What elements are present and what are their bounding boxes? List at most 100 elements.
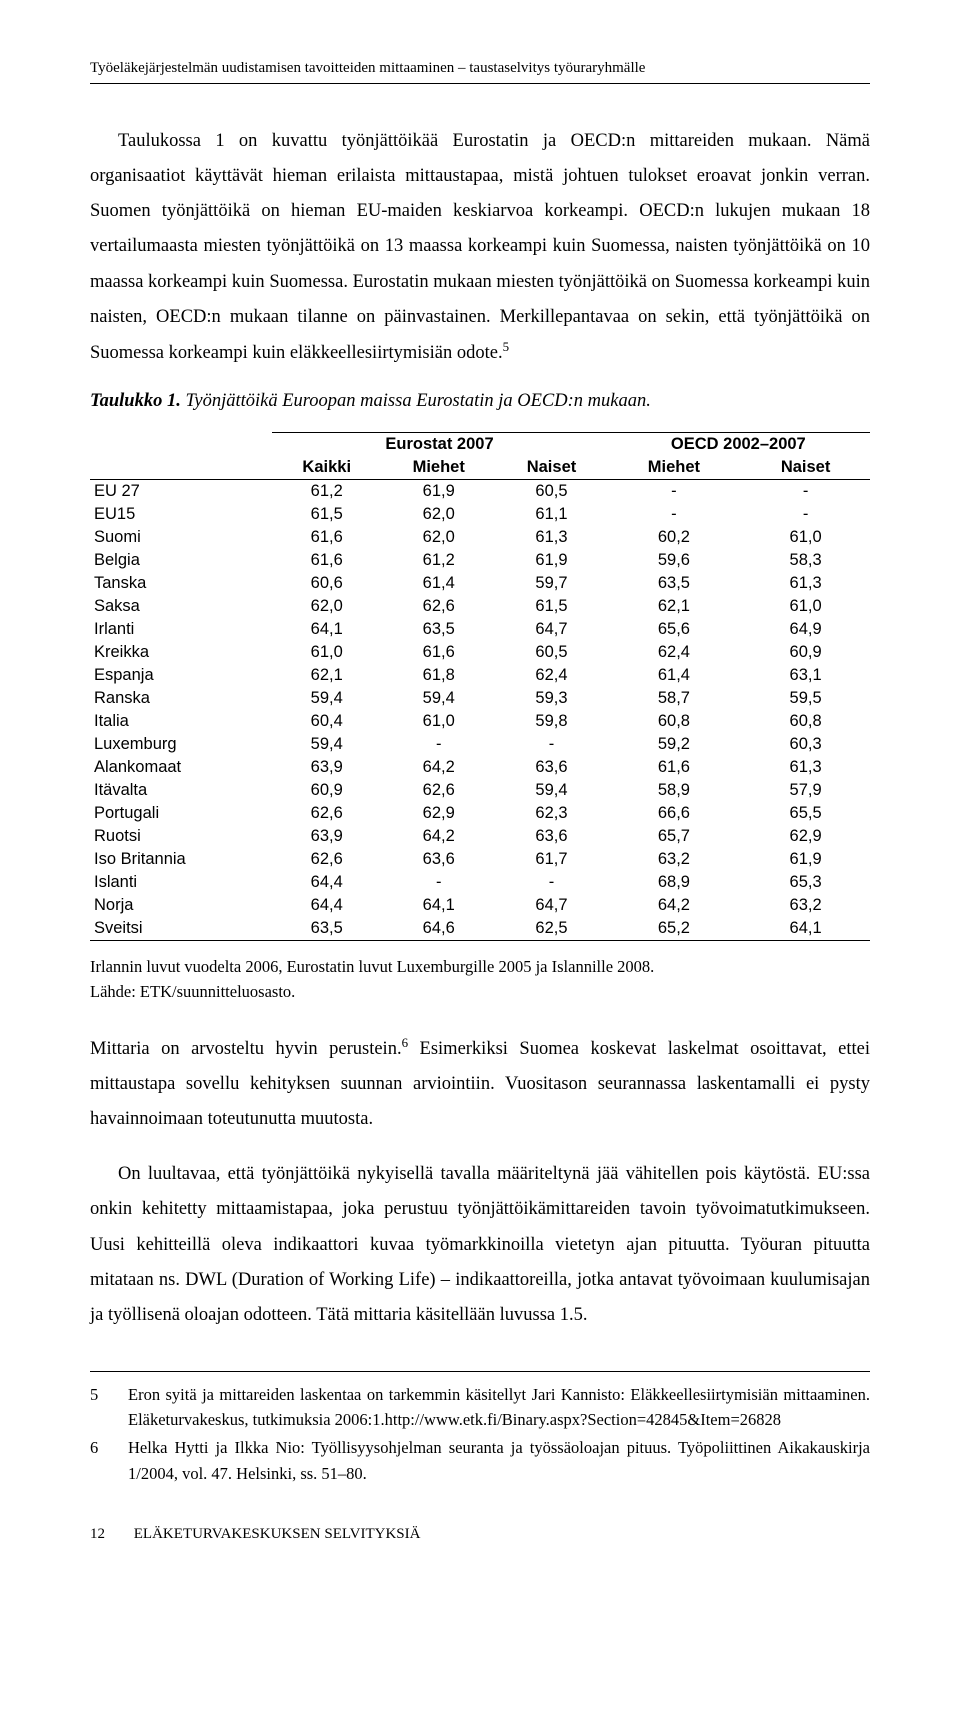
- table-cell: 60,5: [496, 641, 606, 664]
- table-cell: 61,2: [272, 480, 381, 504]
- table-cell: 57,9: [741, 779, 870, 802]
- table-cell: -: [381, 871, 496, 894]
- table-cell: 64,1: [381, 894, 496, 917]
- table-note-line2: Lähde: ETK/suunnitteluosasto.: [90, 982, 295, 1001]
- table-cell: Italia: [90, 710, 272, 733]
- table-cell: 63,9: [272, 756, 381, 779]
- table-cell: 59,4: [381, 687, 496, 710]
- table-cell: 61,9: [496, 549, 606, 572]
- table-cell: 63,6: [381, 848, 496, 871]
- table-cell: 61,7: [496, 848, 606, 871]
- paragraph-1: Taulukossa 1 on kuvattu työnjättöikää Eu…: [90, 124, 870, 371]
- table-cell: 61,3: [741, 756, 870, 779]
- table-cell: 61,6: [381, 641, 496, 664]
- table-row: EU 2761,261,960,5--: [90, 480, 870, 504]
- table-cell: 64,2: [381, 825, 496, 848]
- table-cell: EU 27: [90, 480, 272, 504]
- paragraph-3: On luultavaa, että työnjättöikä nykyisel…: [90, 1157, 870, 1333]
- table-cell: Islanti: [90, 871, 272, 894]
- table-cell: -: [381, 733, 496, 756]
- table-cell: 64,7: [496, 618, 606, 641]
- table-cell: 61,3: [741, 572, 870, 595]
- table-cell: 58,9: [607, 779, 742, 802]
- table-cell: 61,6: [607, 756, 742, 779]
- table-cell: Norja: [90, 894, 272, 917]
- table-cell: 61,6: [272, 549, 381, 572]
- table-cell: 61,0: [381, 710, 496, 733]
- table-cell: Sveitsi: [90, 917, 272, 941]
- table-cell: -: [496, 871, 606, 894]
- table-cell: 59,5: [741, 687, 870, 710]
- table-cell: -: [741, 503, 870, 526]
- table-cell: 68,9: [607, 871, 742, 894]
- table-note: Irlannin luvut vuodelta 2006, Eurostatin…: [90, 955, 870, 1005]
- col-naiset-oecd: Naiset: [741, 456, 870, 480]
- table-cell: 60,9: [741, 641, 870, 664]
- table-row: Sveitsi63,564,662,565,264,1: [90, 917, 870, 941]
- table-cell: Suomi: [90, 526, 272, 549]
- table-cell: 63,5: [607, 572, 742, 595]
- footnotes: 5 Eron syitä ja mittareiden laskentaa on…: [90, 1371, 870, 1486]
- col-group-oecd: OECD 2002–2007: [607, 433, 870, 457]
- table-cell: 62,4: [607, 641, 742, 664]
- table-row: Ranska59,459,459,358,759,5: [90, 687, 870, 710]
- table-cell: 60,8: [741, 710, 870, 733]
- table-cell: 59,4: [272, 733, 381, 756]
- table-cell: 62,0: [381, 526, 496, 549]
- page-footer: 12 ELÄKETURVAKESKUKSEN SELVITYKSIÄ: [90, 1526, 870, 1543]
- table-cell: 62,1: [272, 664, 381, 687]
- table-cell: 62,9: [741, 825, 870, 848]
- col-miehet-oecd: Miehet: [607, 456, 742, 480]
- table-cell: 59,4: [496, 779, 606, 802]
- table-cell: 62,0: [381, 503, 496, 526]
- table-cell: 60,4: [272, 710, 381, 733]
- footnote-ref-5: 5: [503, 339, 509, 354]
- table-cell: 65,2: [607, 917, 742, 941]
- table-row: Itävalta60,962,659,458,957,9: [90, 779, 870, 802]
- table-cell: 61,9: [741, 848, 870, 871]
- table-cell: 64,1: [741, 917, 870, 941]
- table-cell: 62,0: [272, 595, 381, 618]
- table-cell: 61,2: [381, 549, 496, 572]
- table-cell: 58,7: [607, 687, 742, 710]
- table-cell: 64,4: [272, 871, 381, 894]
- table-cell: 65,7: [607, 825, 742, 848]
- table-row: Luxemburg59,4--59,260,3: [90, 733, 870, 756]
- table-cell: Irlanti: [90, 618, 272, 641]
- table-cell: 63,5: [381, 618, 496, 641]
- table-cell: Ruotsi: [90, 825, 272, 848]
- table-row: Portugali62,662,962,366,665,5: [90, 802, 870, 825]
- table-cell: Iso Britannia: [90, 848, 272, 871]
- table-cell: 61,9: [381, 480, 496, 504]
- table-row: Kreikka61,061,660,562,460,9: [90, 641, 870, 664]
- table-cell: Tanska: [90, 572, 272, 595]
- table-caption: Taulukko 1. Työnjättöikä Euroopan maissa…: [90, 391, 870, 412]
- footnote-num-5: 5: [90, 1382, 128, 1433]
- table-cell: Kreikka: [90, 641, 272, 664]
- table-cell: Espanja: [90, 664, 272, 687]
- table-row: EU1561,562,061,1--: [90, 503, 870, 526]
- footnote-text-5: Eron syitä ja mittareiden laskentaa on t…: [128, 1382, 870, 1433]
- table-cell: 60,3: [741, 733, 870, 756]
- table-cell: 64,9: [741, 618, 870, 641]
- table-cell: 65,5: [741, 802, 870, 825]
- table-cell: 59,4: [272, 687, 381, 710]
- table-cell: -: [607, 503, 742, 526]
- table-cell: 64,1: [272, 618, 381, 641]
- table-cell: 62,5: [496, 917, 606, 941]
- col-miehet-eurostat: Miehet: [381, 456, 496, 480]
- table-cell: 60,9: [272, 779, 381, 802]
- table-cell: Alankomaat: [90, 756, 272, 779]
- table-row: Belgia61,661,261,959,658,3: [90, 549, 870, 572]
- table-cell: 61,5: [496, 595, 606, 618]
- table-cell: 63,1: [741, 664, 870, 687]
- table-cell: 59,2: [607, 733, 742, 756]
- col-group-eurostat: Eurostat 2007: [272, 433, 606, 457]
- table-cell: Portugali: [90, 802, 272, 825]
- table-cell: 62,3: [496, 802, 606, 825]
- table-cell: 60,5: [496, 480, 606, 504]
- table-cell: Luxemburg: [90, 733, 272, 756]
- table-cell: 60,6: [272, 572, 381, 595]
- table-cell: Ranska: [90, 687, 272, 710]
- table-cell: 63,5: [272, 917, 381, 941]
